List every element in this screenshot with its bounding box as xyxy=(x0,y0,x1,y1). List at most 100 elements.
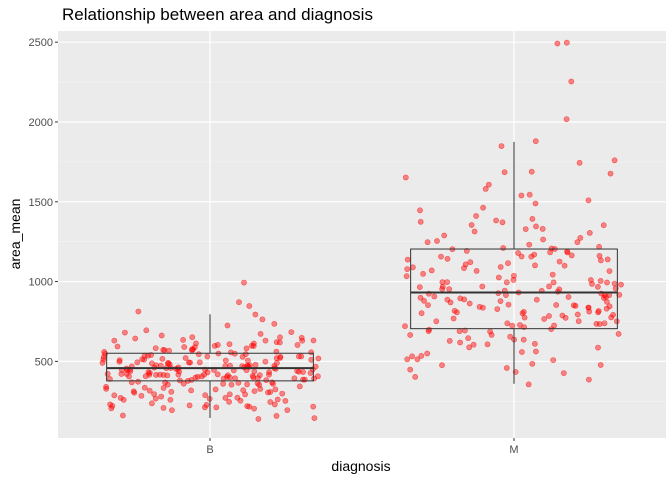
data-point xyxy=(111,392,118,399)
data-point xyxy=(227,349,234,356)
data-point xyxy=(610,311,616,318)
data-point xyxy=(141,384,148,391)
data-point xyxy=(222,357,229,364)
data-point xyxy=(613,318,620,325)
data-point xyxy=(139,356,146,363)
data-point xyxy=(152,395,159,402)
data-point xyxy=(203,401,210,408)
data-point xyxy=(288,329,295,335)
data-point xyxy=(226,391,233,398)
data-point xyxy=(570,302,577,309)
data-point xyxy=(607,170,614,177)
data-point xyxy=(444,255,451,262)
data-point xyxy=(504,320,511,327)
data-point xyxy=(181,344,188,350)
data-point xyxy=(550,279,557,286)
data-point xyxy=(226,398,232,405)
data-point xyxy=(596,321,603,327)
data-point xyxy=(312,363,319,370)
data-point xyxy=(248,342,255,349)
data-point xyxy=(188,387,194,394)
data-point xyxy=(157,371,163,378)
data-point xyxy=(595,309,601,316)
data-point xyxy=(505,301,512,308)
data-point xyxy=(300,369,306,375)
data-point xyxy=(604,256,611,263)
data-point xyxy=(563,116,570,123)
data-point xyxy=(255,416,262,422)
data-point xyxy=(498,143,505,149)
data-point xyxy=(434,238,440,244)
data-point xyxy=(239,353,246,360)
data-point xyxy=(160,404,167,411)
data-point xyxy=(277,334,283,341)
data-point xyxy=(252,311,259,318)
data-point xyxy=(518,253,525,260)
data-point xyxy=(412,373,419,380)
data-point xyxy=(282,397,289,404)
data-point xyxy=(532,138,539,145)
data-point xyxy=(450,315,457,322)
data-point xyxy=(123,370,130,377)
data-point xyxy=(311,415,318,421)
data-point xyxy=(528,253,535,260)
data-point xyxy=(439,362,445,369)
data-point xyxy=(497,264,504,270)
data-point xyxy=(500,245,507,251)
data-point xyxy=(428,267,435,274)
data-point xyxy=(541,316,548,322)
data-point xyxy=(220,375,227,382)
data-point xyxy=(274,396,281,403)
data-point xyxy=(565,294,572,300)
y-tick-label: 1500 xyxy=(29,197,53,209)
data-point xyxy=(554,40,561,47)
data-point xyxy=(438,253,444,260)
data-point xyxy=(141,356,148,363)
data-point xyxy=(574,239,581,246)
data-point xyxy=(564,249,571,256)
data-point xyxy=(418,310,425,317)
data-point xyxy=(152,345,159,352)
data-point xyxy=(456,328,463,335)
data-point xyxy=(120,412,126,419)
data-point xyxy=(540,236,546,243)
data-point xyxy=(103,385,110,392)
data-point xyxy=(425,302,431,308)
data-point xyxy=(294,342,301,348)
data-point xyxy=(223,373,230,380)
data-point xyxy=(271,401,278,408)
data-point xyxy=(241,279,247,286)
data-point xyxy=(284,407,291,413)
data-point xyxy=(611,280,618,287)
data-point xyxy=(525,381,532,388)
data-point xyxy=(495,274,502,281)
data-point xyxy=(539,225,546,232)
data-point xyxy=(595,344,601,351)
jitter-points xyxy=(99,39,624,422)
data-point xyxy=(310,403,317,410)
data-point xyxy=(101,348,108,355)
data-point xyxy=(159,355,166,362)
data-point xyxy=(251,388,258,394)
boxplots xyxy=(106,141,618,419)
data-point xyxy=(228,381,235,388)
data-point xyxy=(417,218,424,225)
data-point xyxy=(417,207,423,214)
data-point xyxy=(236,299,242,306)
data-point xyxy=(433,318,440,325)
data-point xyxy=(528,168,535,175)
data-point xyxy=(616,291,623,298)
data-point xyxy=(574,311,581,318)
data-point xyxy=(148,400,155,407)
data-point xyxy=(606,268,613,274)
y-tick-label: 2000 xyxy=(29,117,53,129)
data-point xyxy=(142,373,149,380)
data-point xyxy=(546,283,552,290)
data-point xyxy=(461,265,467,271)
data-point xyxy=(461,296,468,303)
data-point xyxy=(532,340,538,347)
data-point xyxy=(615,330,622,337)
data-point xyxy=(201,371,208,378)
data-point xyxy=(214,371,221,378)
